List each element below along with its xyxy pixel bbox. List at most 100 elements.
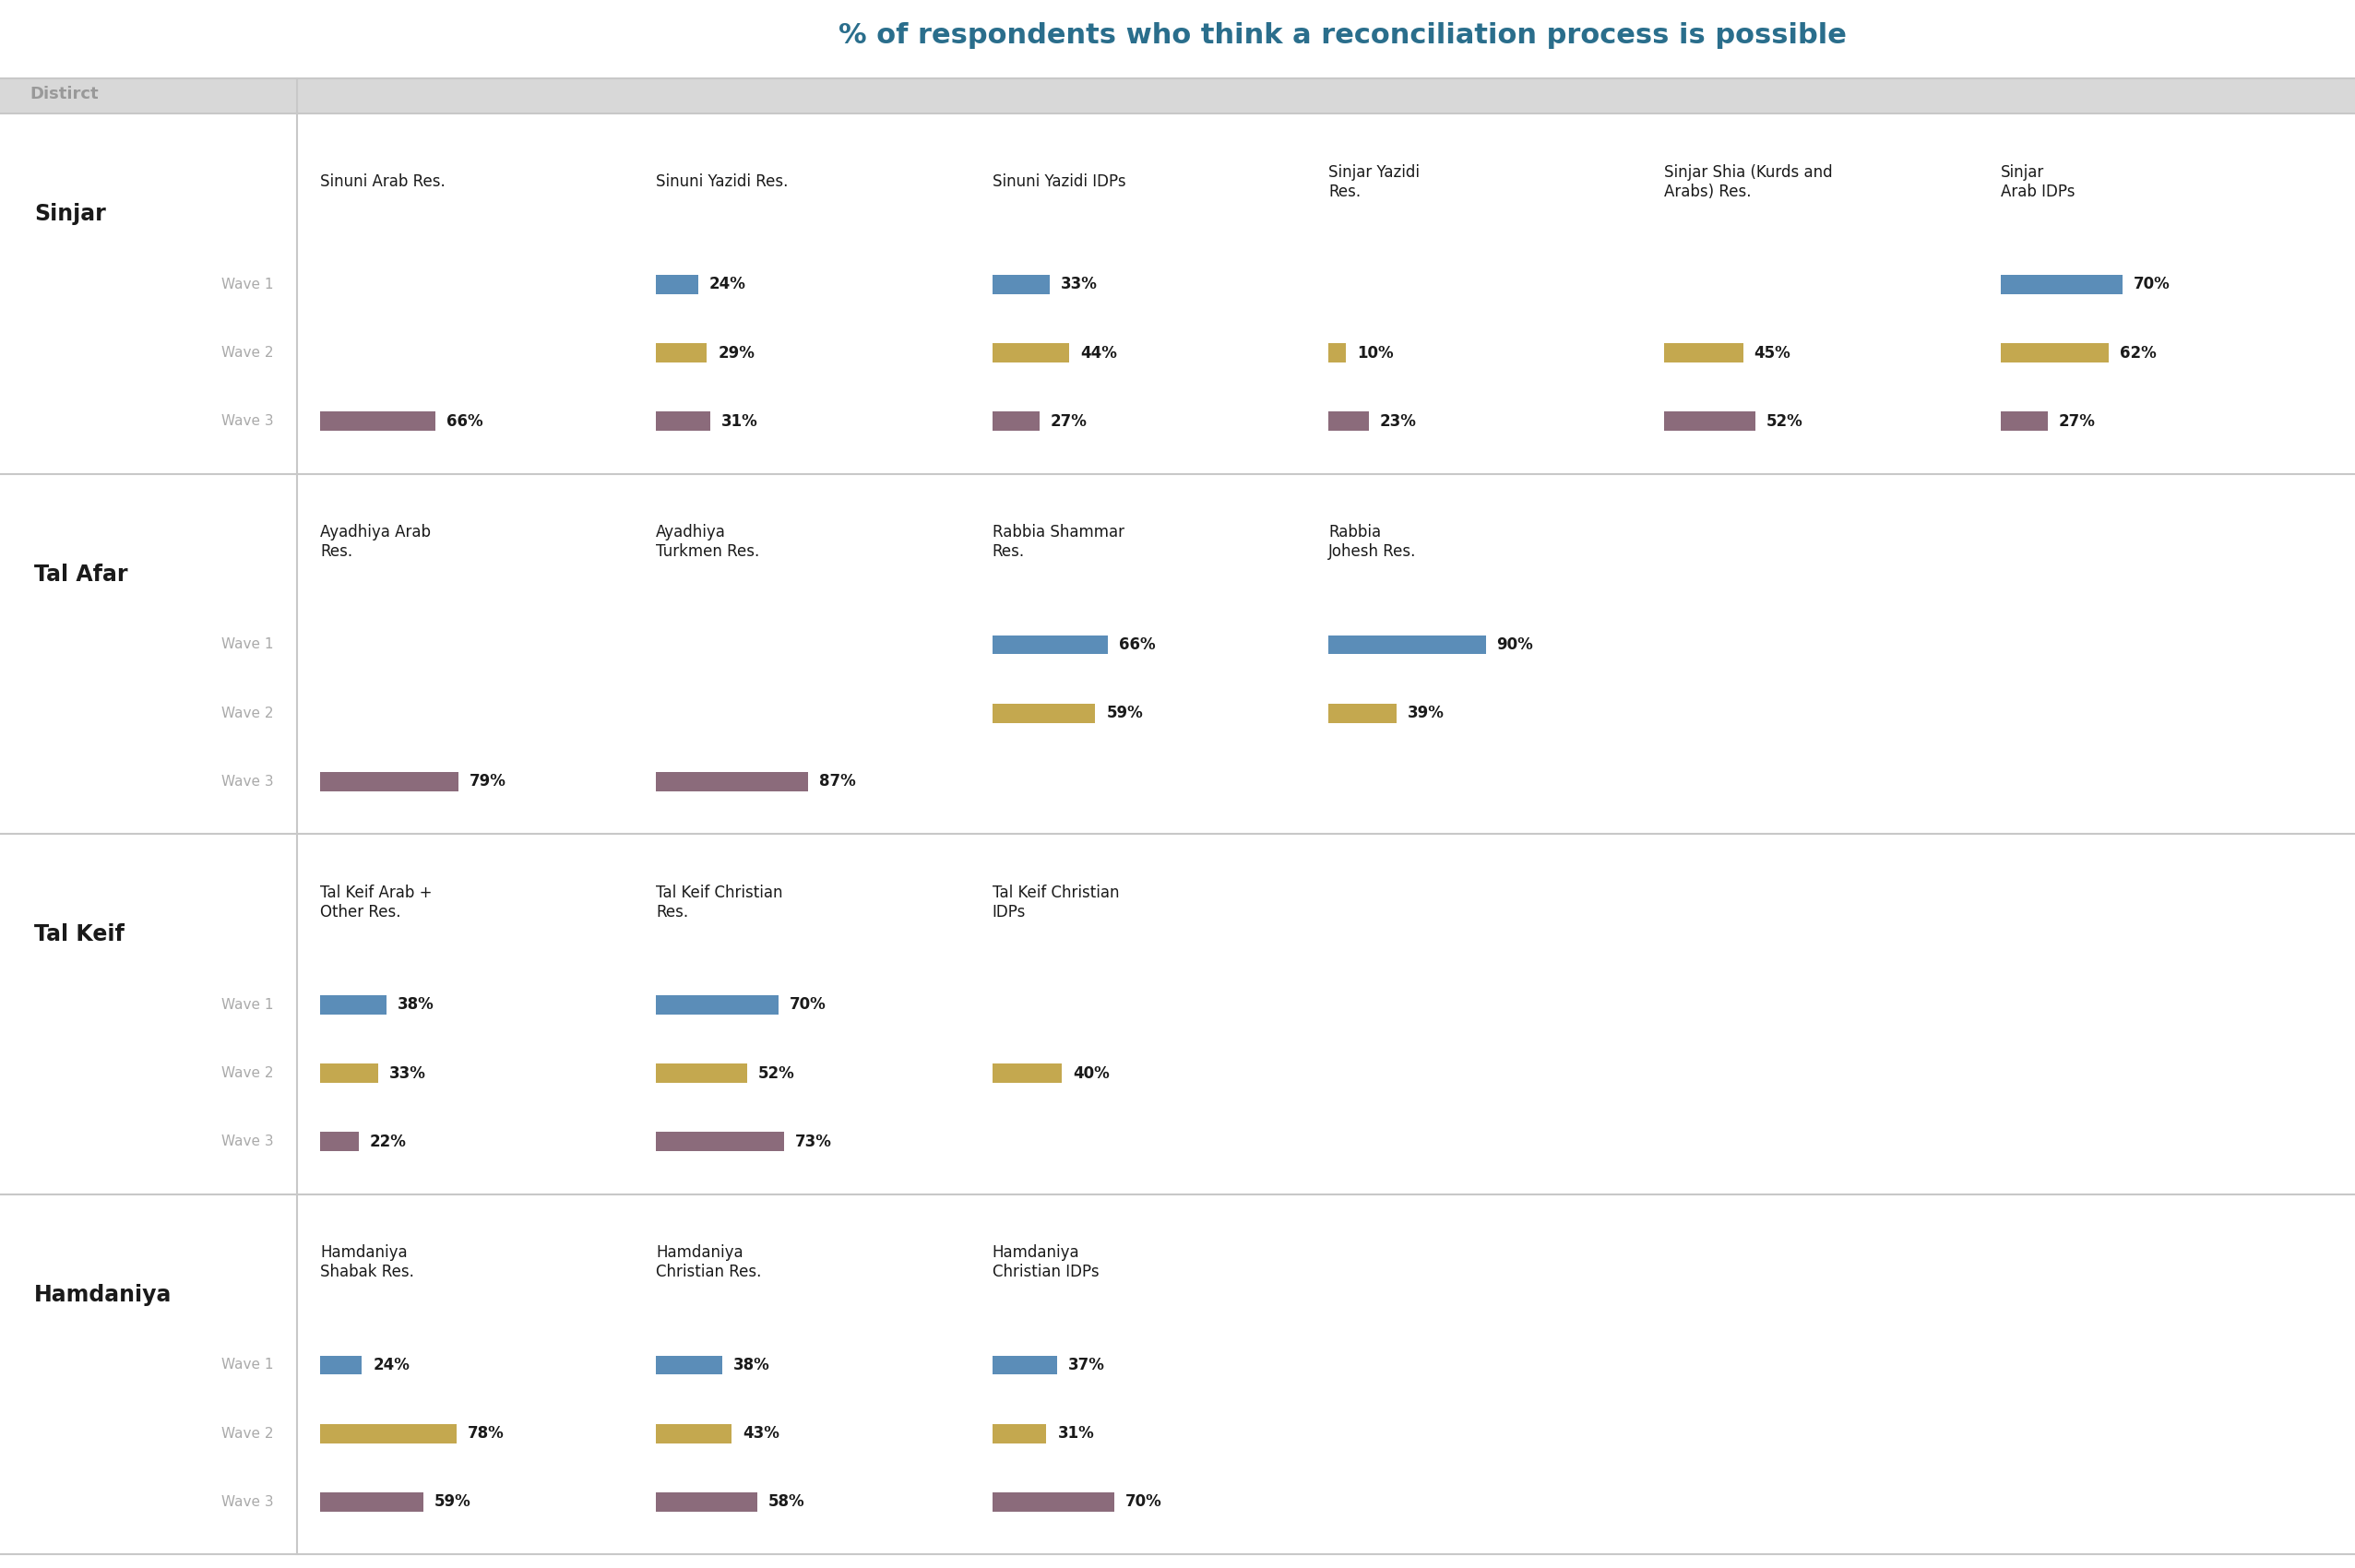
Bar — [320, 1063, 377, 1083]
Bar — [1999, 274, 2122, 295]
Bar — [657, 1355, 723, 1375]
Text: 87%: 87% — [820, 773, 855, 790]
Bar — [320, 1132, 358, 1151]
Text: 44%: 44% — [1081, 345, 1116, 361]
Text: 38%: 38% — [398, 997, 433, 1013]
Text: 70%: 70% — [789, 997, 827, 1013]
Bar — [991, 1355, 1057, 1375]
Text: 10%: 10% — [1356, 345, 1394, 361]
Bar — [320, 1493, 424, 1512]
Text: Tal Keif Christian
Res.: Tal Keif Christian Res. — [657, 884, 782, 920]
Text: Sinjar
Arab IDPs: Sinjar Arab IDPs — [1999, 165, 2075, 199]
Bar — [991, 1424, 1046, 1443]
Bar — [991, 274, 1050, 295]
Bar — [1999, 343, 2108, 362]
Text: Tal Afar: Tal Afar — [33, 563, 127, 585]
Text: 43%: 43% — [742, 1425, 780, 1443]
Text: 70%: 70% — [2134, 276, 2171, 293]
Text: Wave 3: Wave 3 — [221, 775, 273, 789]
Text: Sinuni Arab Res.: Sinuni Arab Res. — [320, 174, 445, 190]
Text: Rabbia
Johesh Res.: Rabbia Johesh Res. — [1328, 524, 1415, 560]
Bar — [1665, 343, 1743, 362]
Text: 31%: 31% — [721, 412, 758, 430]
Text: 45%: 45% — [1754, 345, 1790, 361]
Text: Wave 1: Wave 1 — [221, 997, 273, 1011]
Text: Tal Keif Christian
IDPs: Tal Keif Christian IDPs — [991, 884, 1119, 920]
Bar — [657, 771, 808, 792]
Bar — [991, 343, 1069, 362]
Bar — [657, 412, 711, 431]
Text: 66%: 66% — [447, 412, 483, 430]
Text: Ayadhiya
Turkmen Res.: Ayadhiya Turkmen Res. — [657, 524, 761, 560]
Bar — [991, 635, 1107, 654]
Bar — [1999, 412, 2046, 431]
Bar — [1328, 343, 1345, 362]
Text: Wave 2: Wave 2 — [221, 1427, 273, 1441]
Text: % of respondents who think a reconciliation process is possible: % of respondents who think a reconciliat… — [838, 22, 1846, 49]
Text: Tal Keif: Tal Keif — [33, 924, 125, 946]
Text: Hamdaniya
Christian Res.: Hamdaniya Christian Res. — [657, 1245, 761, 1281]
Text: Sinuni Yazidi Res.: Sinuni Yazidi Res. — [657, 174, 789, 190]
Text: Wave 2: Wave 2 — [221, 1066, 273, 1080]
Bar — [657, 274, 697, 295]
Text: 40%: 40% — [1074, 1065, 1109, 1082]
Text: Rabbia Shammar
Res.: Rabbia Shammar Res. — [991, 524, 1123, 560]
Text: Hamdaniya
Shabak Res.: Hamdaniya Shabak Res. — [320, 1245, 414, 1281]
Text: Sinjar Shia (Kurds and
Arabs) Res.: Sinjar Shia (Kurds and Arabs) Res. — [1665, 165, 1832, 199]
Text: Wave 3: Wave 3 — [221, 1135, 273, 1149]
Text: Wave 1: Wave 1 — [221, 638, 273, 652]
Text: 37%: 37% — [1067, 1356, 1104, 1374]
Bar — [320, 1355, 363, 1375]
Text: 58%: 58% — [768, 1494, 805, 1510]
Bar — [0, 78, 2355, 113]
Bar — [320, 412, 436, 431]
Text: Wave 3: Wave 3 — [221, 1494, 273, 1508]
Bar — [320, 1424, 457, 1443]
Text: Wave 2: Wave 2 — [221, 706, 273, 720]
Bar — [1665, 412, 1754, 431]
Bar — [1328, 635, 1486, 654]
Bar — [991, 704, 1095, 723]
Text: Sinjar: Sinjar — [33, 204, 106, 226]
Text: 23%: 23% — [1380, 412, 1415, 430]
Text: Tal Keif Arab +
Other Res.: Tal Keif Arab + Other Res. — [320, 884, 433, 920]
Text: Hamdaniya
Christian IDPs: Hamdaniya Christian IDPs — [991, 1245, 1100, 1281]
Text: 33%: 33% — [1062, 276, 1097, 293]
Bar — [320, 771, 459, 792]
Bar — [657, 996, 780, 1014]
Bar — [991, 1493, 1114, 1512]
Text: 27%: 27% — [1050, 412, 1088, 430]
Bar — [1328, 412, 1368, 431]
Text: Wave 1: Wave 1 — [221, 1358, 273, 1372]
Text: 33%: 33% — [389, 1065, 426, 1082]
Text: 70%: 70% — [1126, 1494, 1163, 1510]
Text: 78%: 78% — [469, 1425, 504, 1443]
Text: 52%: 52% — [1766, 412, 1804, 430]
Text: 24%: 24% — [709, 276, 747, 293]
Text: 59%: 59% — [1107, 706, 1142, 721]
Text: 90%: 90% — [1498, 637, 1533, 652]
Bar — [320, 996, 386, 1014]
Bar — [1328, 704, 1397, 723]
Text: 79%: 79% — [469, 773, 506, 790]
Text: 59%: 59% — [433, 1494, 471, 1510]
Text: 39%: 39% — [1408, 706, 1444, 721]
Bar — [657, 1493, 758, 1512]
Bar — [991, 412, 1039, 431]
Text: Sinjar Yazidi
Res.: Sinjar Yazidi Res. — [1328, 165, 1420, 199]
Text: 31%: 31% — [1057, 1425, 1095, 1443]
Bar — [991, 1063, 1062, 1083]
Text: Distirct: Distirct — [31, 86, 99, 102]
Text: 52%: 52% — [758, 1065, 794, 1082]
Text: Ayadhiya Arab
Res.: Ayadhiya Arab Res. — [320, 524, 431, 560]
Text: 66%: 66% — [1119, 637, 1156, 652]
Text: Wave 1: Wave 1 — [221, 278, 273, 292]
Text: 24%: 24% — [372, 1356, 410, 1374]
Text: 62%: 62% — [2120, 345, 2157, 361]
Text: 22%: 22% — [370, 1134, 407, 1149]
Bar — [657, 1132, 784, 1151]
Bar — [657, 1424, 732, 1443]
Bar — [657, 1063, 747, 1083]
Bar — [657, 343, 706, 362]
Text: Wave 2: Wave 2 — [221, 347, 273, 361]
